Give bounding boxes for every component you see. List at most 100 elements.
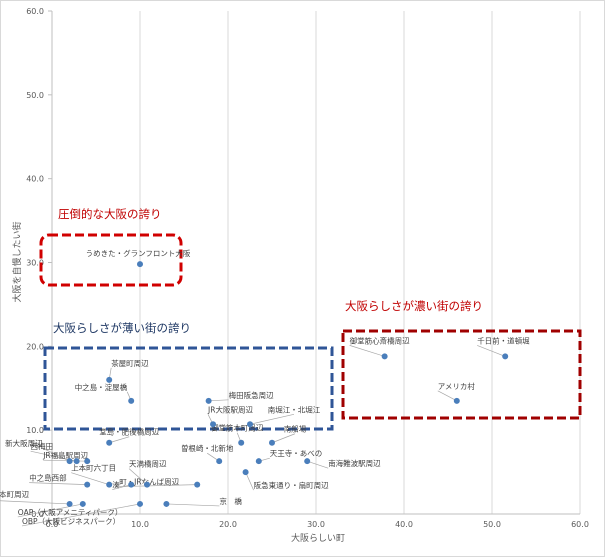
x-axis-title: 大阪らしい町 — [291, 532, 345, 544]
data-point — [137, 500, 143, 507]
leader-line — [71, 472, 110, 485]
leader-line — [307, 460, 329, 469]
point-label: 茶屋町周辺 — [111, 358, 149, 368]
data-point — [106, 481, 113, 488]
point-label: 千日前・道頓堀 — [477, 335, 530, 345]
y-tick-label: 40.0 — [26, 175, 44, 184]
data-point — [205, 397, 212, 404]
y-tick-label: 10.0 — [26, 426, 44, 435]
annotation-boxes — [39, 233, 582, 431]
data-point — [210, 421, 217, 428]
leader-line — [249, 413, 295, 425]
annotation-title-strong: 大阪らしさが濃い街の誇り — [345, 299, 483, 313]
point-label: 中之島西部 — [29, 473, 67, 483]
leader-line — [17, 503, 83, 518]
x-tick-label: 50.0 — [483, 520, 501, 529]
data-point — [194, 481, 201, 488]
point-label: 梅田阪急周辺 — [229, 390, 274, 400]
data-point — [255, 458, 262, 465]
point-label: JR福島駅周辺 — [42, 450, 88, 460]
leader-line — [349, 345, 385, 357]
point-label: 堂島・肥後橋周辺 — [99, 427, 159, 437]
leader-line — [109, 436, 130, 444]
point-label: 南船場 — [284, 424, 307, 434]
leader-line — [43, 459, 88, 462]
point-label: 天王寺・あべの — [270, 449, 323, 458]
point-label: うめきた・グランフロント大阪 — [86, 248, 191, 258]
point-label: 新大阪周辺 — [5, 438, 43, 448]
point-label: 南海難波駅周辺 — [328, 458, 381, 468]
point-label: 曽根崎・北新地 — [181, 443, 234, 453]
x-tick-label: 60.0 — [571, 520, 589, 529]
leader-line — [29, 482, 88, 486]
data-point — [247, 421, 253, 428]
y-tick-label: 30.0 — [26, 259, 44, 268]
data-point — [79, 500, 86, 507]
point-label: 南堀江・北堀江 — [268, 404, 321, 414]
annotation-box-weak — [43, 346, 334, 431]
leader-line — [166, 503, 220, 507]
point-label: 京 橋 — [219, 496, 242, 506]
x-tick-label: 20.0 — [219, 520, 237, 529]
point-label: OAP（大阪アメニティパーク） — [18, 507, 123, 517]
data-point — [381, 353, 388, 360]
data-point — [163, 500, 170, 507]
data-point — [269, 439, 275, 446]
leader-line — [208, 399, 229, 402]
data-point — [238, 439, 245, 446]
point-label: 御堂筋心斎橋周辺 — [350, 335, 410, 345]
data-point — [128, 397, 135, 404]
data-point — [216, 458, 223, 465]
x-tick-label: 0.0 — [46, 520, 59, 529]
data-point — [84, 458, 91, 465]
data-point — [66, 458, 73, 465]
y-tick-label: 60.0 — [26, 7, 44, 16]
data-point — [242, 469, 249, 476]
axes: 0.0 10.0 20.0 30.0 40.0 50.0 60.0 0.0 10.0 20.0 30… — [26, 7, 589, 529]
leader-line — [437, 390, 457, 402]
x-tick-label: 30.0 — [307, 520, 325, 529]
data-point — [453, 397, 460, 404]
y-tick-label: 50.0 — [26, 91, 44, 100]
leader-line — [21, 503, 141, 527]
point-label: アメリカ村 — [438, 381, 476, 391]
x-tick-label: 10.0 — [131, 520, 149, 529]
leader-line — [0, 500, 70, 505]
data-point — [106, 439, 113, 446]
data-point — [144, 481, 151, 488]
data-point — [106, 376, 113, 383]
point-label: 上本町六丁目 — [71, 463, 116, 473]
x-tick-label: 40.0 — [395, 520, 413, 529]
leader-line — [128, 468, 148, 485]
point-label: OBP（大阪ビジネスパーク） — [22, 516, 120, 526]
data-point — [128, 481, 135, 488]
data-point — [137, 261, 143, 268]
data-point — [73, 458, 80, 465]
point-label: 町・JRなんば周辺 — [119, 478, 179, 487]
annotation-box-strong — [341, 329, 582, 420]
y-tick-label: 0.0 — [31, 510, 44, 519]
point-label: JR大阪駅周辺 — [207, 404, 253, 414]
data-point — [304, 458, 311, 465]
data-point — [84, 481, 91, 488]
data-point — [502, 353, 509, 360]
annotation-title-weak: 大阪らしさが薄い街の誇り — [53, 321, 191, 335]
leader-line — [245, 471, 254, 491]
leader-line — [271, 433, 296, 444]
y-axis-title: 大阪を自慢したい街 — [11, 221, 23, 302]
data-point — [66, 500, 73, 507]
y-tick-label: 20.0 — [26, 342, 44, 351]
point-label: 西長堀・西本町周辺 — [0, 489, 30, 499]
data-points — [66, 261, 509, 507]
leader-line — [477, 345, 506, 357]
point-label: 中之島・淀屋橋 — [75, 382, 128, 392]
point-label: 御堂筋本町周辺 — [211, 423, 264, 433]
point-label: 湊 — [112, 480, 120, 490]
point-label: 西梅田 — [31, 441, 54, 451]
leader-line — [112, 484, 132, 490]
point-label: 天満橋周辺 — [129, 459, 167, 469]
annotation-title-overwhelming: 圧倒的な大阪の誇り — [58, 207, 162, 221]
point-label: 阪急東通り・扇町周辺 — [254, 480, 329, 490]
